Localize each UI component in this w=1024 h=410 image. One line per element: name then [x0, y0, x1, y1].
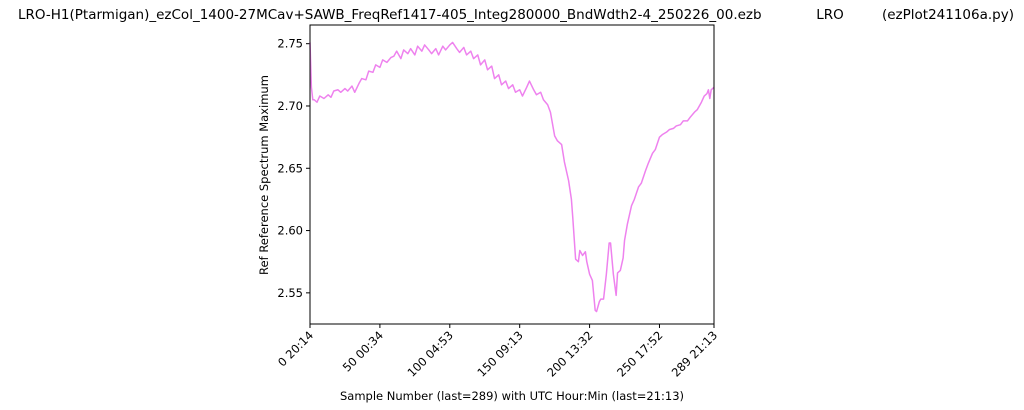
axis-ticks: 2.55 2.60 2.65 2.70 2.75 0 20:14 50 00:34 100 0… [275, 37, 720, 380]
y-tick-label: 2.65 [277, 161, 303, 175]
y-tick-label: 2.70 [277, 99, 303, 113]
x-tick-label: 289 21:13 [669, 328, 720, 379]
x-tick-label: 50 00:34 [340, 328, 386, 374]
x-tick-label: 200 13:32 [544, 328, 595, 379]
x-tick-label: 100 04:53 [404, 328, 455, 379]
y-axis-label: Ref Reference Spectrum Maximum [257, 75, 271, 275]
plot-frame [309, 24, 715, 325]
chart-title-right: (ezPlot241106a.py) [882, 7, 1014, 23]
y-tick-label: 2.55 [277, 286, 303, 300]
x-tick-label: 0 20:14 [275, 328, 316, 369]
x-axis-label: Sample Number (last=289) with UTC Hour:M… [340, 389, 684, 403]
chart-title-middle: LRO [816, 7, 844, 23]
y-tick-label: 2.60 [277, 224, 303, 238]
y-tick-label: 2.75 [277, 37, 303, 51]
chart-title-left: LRO-H1(Ptarmigan)_ezCol_1400-27MCav+SAWB… [18, 7, 762, 23]
x-tick-label: 250 17:52 [614, 328, 665, 379]
x-tick-label: 150 09:13 [474, 328, 525, 379]
series-line [309, 41, 715, 313]
